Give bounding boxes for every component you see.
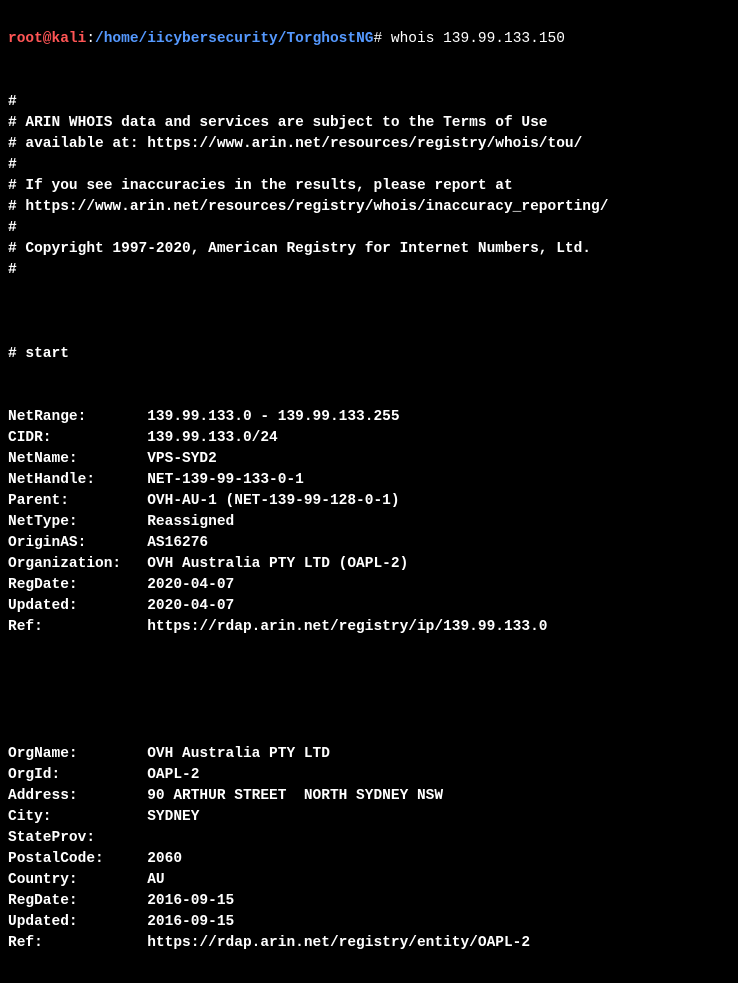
command-text: whois 139.99.133.150	[391, 31, 565, 47]
header-line	[8, 302, 730, 323]
prompt-user-host: root@kali	[8, 31, 86, 47]
header-line	[8, 71, 730, 92]
header-line: # Copyright 1997-2020, American Registry…	[8, 239, 730, 260]
prompt-colon: :	[86, 31, 95, 47]
whois-field: OrgId: OAPL-2	[8, 765, 730, 786]
whois-field: Parent: OVH-AU-1 (NET-139-99-128-0-1)	[8, 491, 730, 512]
whois-field: Updated: 2016-09-15	[8, 912, 730, 933]
header-line	[8, 365, 730, 386]
whois-field: RegDate: 2016-09-15	[8, 891, 730, 912]
prompt-hash: #	[373, 31, 390, 47]
header-line: # If you see inaccuracies in the results…	[8, 176, 730, 197]
whois-field: RegDate: 2020-04-07	[8, 575, 730, 596]
prompt-line: root@kali:/home/iicybersecurity/Torghost…	[8, 29, 730, 50]
blank-line	[8, 702, 730, 723]
whois-field: Ref: https://rdap.arin.net/registry/ip/1…	[8, 617, 730, 638]
terminal-output: root@kali:/home/iicybersecurity/Torghost…	[8, 8, 730, 975]
whois-field: OrgName: OVH Australia PTY LTD	[8, 744, 730, 765]
header-line	[8, 323, 730, 344]
whois-field: NetName: VPS-SYD2	[8, 449, 730, 470]
whois-field: OriginAS: AS16276	[8, 533, 730, 554]
header-line: #	[8, 92, 730, 113]
header-line: # https://www.arin.net/resources/registr…	[8, 197, 730, 218]
whois-field: Ref: https://rdap.arin.net/registry/enti…	[8, 933, 730, 954]
whois-field: CIDR: 139.99.133.0/24	[8, 428, 730, 449]
whois-field: Updated: 2020-04-07	[8, 596, 730, 617]
whois-field: PostalCode: 2060	[8, 849, 730, 870]
header-block: ## ARIN WHOIS data and services are subj…	[8, 71, 730, 386]
prompt-path: /home/iicybersecurity/TorghostNG	[95, 31, 373, 47]
header-line: #	[8, 260, 730, 281]
whois-field: NetRange: 139.99.133.0 - 139.99.133.255	[8, 407, 730, 428]
header-line: #	[8, 218, 730, 239]
whois-field: Address: 90 ARTHUR STREET NORTH SYDNEY N…	[8, 786, 730, 807]
whois-field: Organization: OVH Australia PTY LTD (OAP…	[8, 554, 730, 575]
org-block: OrgName: OVH Australia PTY LTDOrgId: OAP…	[8, 744, 730, 954]
network-block: NetRange: 139.99.133.0 - 139.99.133.255C…	[8, 407, 730, 638]
blank-line	[8, 659, 730, 680]
header-line	[8, 281, 730, 302]
whois-field: City: SYDNEY	[8, 807, 730, 828]
header-line: # ARIN WHOIS data and services are subje…	[8, 113, 730, 134]
whois-field: NetType: Reassigned	[8, 512, 730, 533]
whois-field: NetHandle: NET-139-99-133-0-1	[8, 470, 730, 491]
whois-field: Country: AU	[8, 870, 730, 891]
header-line: # start	[8, 344, 730, 365]
header-line: #	[8, 155, 730, 176]
header-line: # available at: https://www.arin.net/res…	[8, 134, 730, 155]
whois-field: StateProv:	[8, 828, 730, 849]
